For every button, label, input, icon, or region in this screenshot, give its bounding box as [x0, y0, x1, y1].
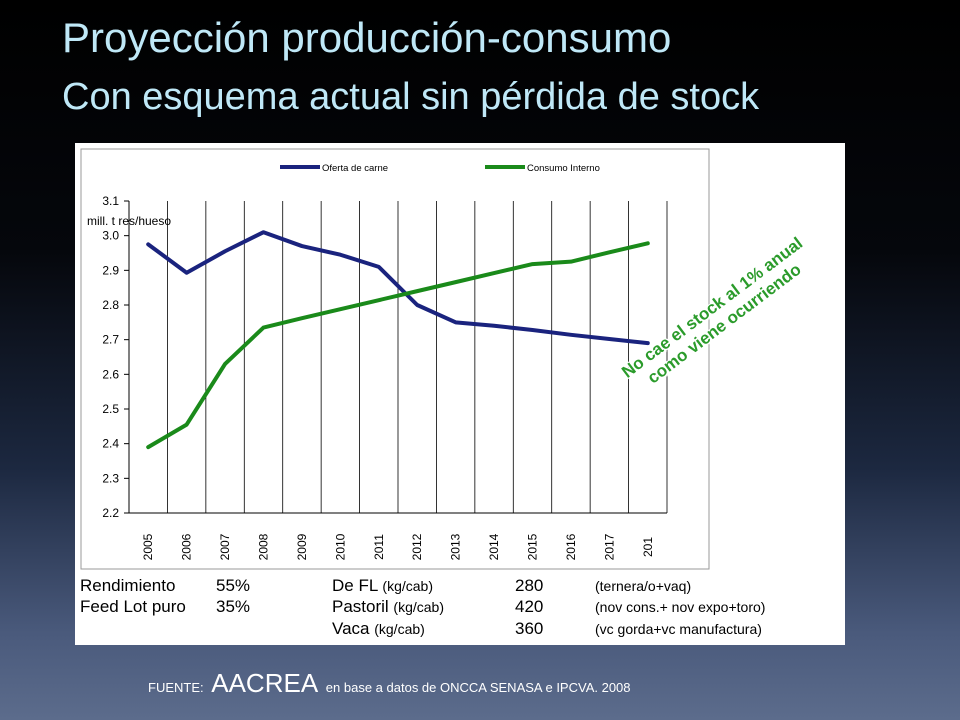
y-tick-label: 2.4 — [102, 437, 119, 451]
param-weight: 420 — [515, 597, 544, 616]
param-note: (nov cons.+ nov expo+toro) — [595, 599, 766, 615]
grid-lines — [167, 201, 668, 513]
x-tick-label: 2008 — [257, 533, 271, 560]
x-tick-label: 201 — [641, 537, 655, 557]
x-tick-label: 2016 — [564, 533, 578, 560]
slide-subtitle: Con esquema actual sin pérdida de stock — [62, 76, 760, 118]
legend-label: Oferta de carne — [322, 163, 388, 174]
series-line — [146, 230, 650, 346]
line-chart: Oferta de carne Consumo Interno 2.2 2.3 2.4… — [75, 143, 845, 576]
x-tick-label: 2007 — [218, 533, 232, 560]
x-tick-label: 2006 — [180, 533, 194, 560]
param-label: Rendimiento — [80, 576, 176, 595]
param-pct: 55% — [216, 576, 251, 595]
param-system: Pastoril (kg/cab) — [332, 597, 444, 617]
x-tick-label: 2011 — [372, 534, 386, 560]
chart-background — [75, 143, 845, 576]
param-system-name: Vaca — [332, 619, 370, 638]
x-tick-label: 2010 — [333, 533, 347, 560]
y-tick-label: 2.9 — [102, 263, 119, 277]
legend-label: Consumo Interno — [527, 163, 600, 174]
param-system-name: Pastoril — [332, 597, 389, 616]
y-tick-label: 2.6 — [102, 367, 119, 381]
param-label: Feed Lot puro — [80, 597, 186, 616]
param-pct: 35% — [216, 597, 251, 616]
source-note: FUENTE: AACREA en base a datos de ONCCA … — [148, 668, 631, 699]
param-unit: (kg/cab) — [393, 599, 444, 615]
param-system-name: De FL — [332, 576, 378, 595]
param-system: Vaca (kg/cab) — [332, 619, 425, 639]
parameters-table: Rendimiento 55% De FL (kg/cab) 280 (tern… — [80, 576, 840, 642]
y-tick-label: 2.7 — [102, 333, 119, 347]
x-tick-label: 2009 — [295, 533, 309, 560]
source-name: AACREA — [211, 668, 319, 698]
slide-title: Proyección producción-consumo — [62, 14, 672, 61]
chart-panel: Oferta de carne Consumo Interno 2.2 2.3 2.4… — [75, 143, 845, 645]
y-tick-label: 2.5 — [102, 402, 119, 416]
param-note: (vc gorda+vc manufactura) — [595, 621, 762, 637]
x-tick-label: 2017 — [602, 533, 616, 560]
x-tick-label: 2014 — [487, 533, 501, 560]
y-tick-label: 3.0 — [102, 229, 119, 243]
y-tick-label: 2.8 — [102, 298, 119, 312]
param-unit: (kg/cab) — [374, 621, 425, 637]
y-tick-label: 3.1 — [102, 194, 119, 208]
x-tick-label: 2012 — [410, 533, 424, 560]
series-group — [146, 230, 650, 450]
y-tick-label: 2.3 — [102, 471, 119, 485]
x-tick-label: 2005 — [141, 533, 155, 560]
axes — [124, 200, 667, 514]
y-axis-label: mill. t res/hueso — [87, 214, 171, 228]
chart-legend: Oferta de carne Consumo Interno — [280, 163, 600, 174]
param-note: (ternera/o+vaq) — [595, 578, 692, 594]
param-system: De FL (kg/cab) — [332, 576, 433, 596]
source-suffix: en base a datos de ONCCA SENASA e IPCVA.… — [325, 680, 631, 695]
param-weight: 280 — [515, 576, 544, 595]
tick-labels: 2.2 2.3 2.4 2.5 2.6 2.7 2.8 2.9 3.0 3.1 mill. t re… — [87, 194, 655, 560]
param-unit: (kg/cab) — [382, 578, 433, 594]
param-weight: 360 — [515, 619, 544, 638]
y-tick-label: 2.2 — [102, 506, 119, 520]
x-tick-label: 2013 — [449, 533, 463, 560]
source-prefix: FUENTE: — [148, 680, 204, 695]
chart-frame — [80, 148, 710, 570]
x-tick-label: 2015 — [526, 533, 540, 560]
series-line — [146, 241, 650, 450]
